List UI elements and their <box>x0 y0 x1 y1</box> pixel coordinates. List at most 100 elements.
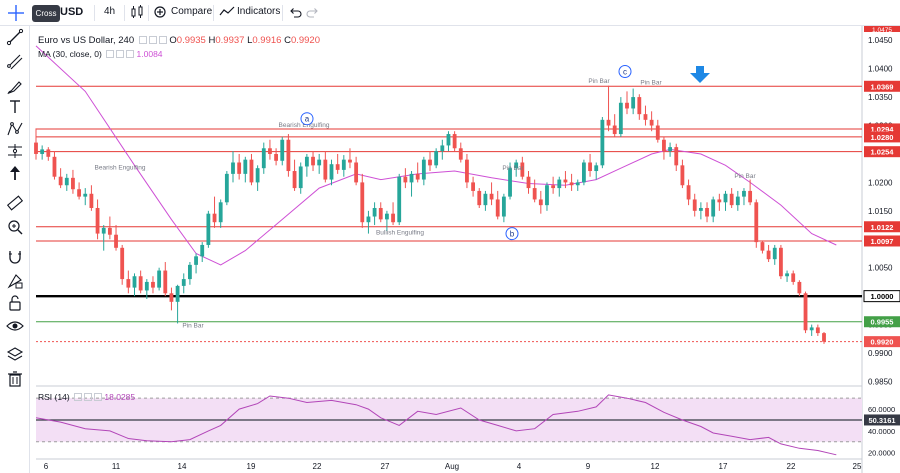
candle-body[interactable] <box>483 193 488 206</box>
candle-body[interactable] <box>64 177 69 186</box>
candle-body[interactable] <box>114 234 118 248</box>
text-icon[interactable] <box>6 98 24 116</box>
candle-body[interactable] <box>428 159 432 166</box>
candle-body[interactable] <box>181 279 186 286</box>
candle-body[interactable] <box>415 173 420 180</box>
candle-body[interactable] <box>409 173 414 183</box>
candle-body[interactable] <box>717 199 722 203</box>
candle-body[interactable] <box>107 227 112 235</box>
candle-body[interactable] <box>280 139 285 161</box>
candle-body[interactable] <box>668 147 673 152</box>
compare-icon[interactable] <box>153 4 167 20</box>
candle-body[interactable] <box>495 199 500 217</box>
candle-body[interactable] <box>341 159 346 170</box>
candle-body[interactable] <box>465 159 469 183</box>
candle-body[interactable] <box>101 227 106 234</box>
candle-body[interactable] <box>643 114 648 120</box>
candle-body[interactable] <box>83 193 88 197</box>
legend-settings-icon[interactable] <box>116 50 125 58</box>
ruler-icon[interactable] <box>6 194 24 212</box>
candle-body[interactable] <box>575 182 580 186</box>
candle-body[interactable] <box>329 164 334 180</box>
candle-body[interactable] <box>489 193 494 200</box>
candle-body[interactable] <box>581 162 586 183</box>
candle-body[interactable] <box>618 102 623 135</box>
candle-body[interactable] <box>508 168 512 197</box>
candle-body[interactable] <box>545 185 549 206</box>
marker-circle[interactable] <box>618 64 632 78</box>
redo-icon[interactable] <box>306 4 320 20</box>
candle-body[interactable] <box>434 151 439 166</box>
candle-body[interactable] <box>526 176 531 189</box>
candle-body[interactable] <box>766 250 771 260</box>
candle-body[interactable] <box>360 182 365 223</box>
measure-icon[interactable] <box>6 142 24 160</box>
candle-body[interactable] <box>378 207 383 220</box>
candle-body[interactable] <box>286 139 291 172</box>
candle-body[interactable] <box>169 293 174 302</box>
candle-body[interactable] <box>292 171 297 189</box>
legend-more-icon[interactable] <box>158 36 167 44</box>
arrow-up-icon[interactable] <box>6 164 24 182</box>
candle-body[interactable] <box>366 216 371 223</box>
candle-body[interactable] <box>569 182 574 186</box>
candle-body[interactable] <box>187 264 192 280</box>
down-arrow-icon[interactable] <box>690 66 710 83</box>
legend-eye-icon[interactable] <box>106 50 115 58</box>
fib-icon[interactable] <box>6 53 24 71</box>
candle-body[interactable] <box>34 142 38 154</box>
candle-body[interactable] <box>692 199 697 211</box>
symbol-title[interactable]: Euro vs US Dollar, 240 <box>38 35 135 46</box>
cross-icon[interactable] <box>4 2 28 24</box>
magnet-icon[interactable] <box>6 248 24 266</box>
candle-body[interactable] <box>237 162 242 174</box>
candle-body[interactable] <box>637 97 642 115</box>
candle-body[interactable] <box>77 189 82 197</box>
candle-body[interactable] <box>785 273 789 277</box>
candle-body[interactable] <box>163 270 168 294</box>
candle-body[interactable] <box>206 213 211 245</box>
candle-body[interactable] <box>662 139 666 152</box>
lock-drawing-icon[interactable] <box>6 272 24 290</box>
candle-body[interactable] <box>274 153 279 161</box>
legend-eye-icon[interactable] <box>74 393 83 401</box>
candle-body[interactable] <box>58 176 63 186</box>
candle-body[interactable] <box>772 247 777 260</box>
candle-body[interactable] <box>735 196 740 206</box>
candle-body[interactable] <box>403 176 408 183</box>
candle-body[interactable] <box>243 159 248 174</box>
candle-body[interactable] <box>335 164 340 170</box>
candle-body[interactable] <box>120 247 125 280</box>
candle-body[interactable] <box>298 166 303 189</box>
candle-body[interactable] <box>354 162 359 183</box>
candle-body[interactable] <box>397 176 402 223</box>
candle-body[interactable] <box>803 293 808 331</box>
candle-body[interactable] <box>95 207 100 234</box>
compare-button[interactable]: Compare <box>171 6 213 17</box>
candle-body[interactable] <box>520 162 525 177</box>
candle-body[interactable] <box>501 196 506 217</box>
candle-body[interactable] <box>40 149 45 154</box>
candle-body[interactable] <box>655 125 660 140</box>
candle-body[interactable] <box>822 333 826 342</box>
candle-body[interactable] <box>680 165 685 186</box>
candle-body[interactable] <box>421 159 426 180</box>
candle-body[interactable] <box>631 97 636 109</box>
undo-icon[interactable] <box>288 4 302 20</box>
candle-body[interactable] <box>126 279 131 288</box>
candle-body[interactable] <box>748 190 753 203</box>
candle-body[interactable] <box>625 102 629 109</box>
candle-body[interactable] <box>200 244 205 257</box>
candle-body[interactable] <box>600 119 605 166</box>
candle-body[interactable] <box>477 190 482 206</box>
candle-body[interactable] <box>452 134 457 149</box>
legend-settings-icon[interactable] <box>148 36 157 44</box>
candle-body[interactable] <box>723 193 728 203</box>
candle-body[interactable] <box>151 281 155 288</box>
candle-body[interactable] <box>212 213 217 223</box>
candle-body[interactable] <box>194 256 198 265</box>
candle-body[interactable] <box>797 281 802 294</box>
candle-body[interactable] <box>711 199 716 217</box>
interval-button[interactable]: 4h <box>104 6 116 17</box>
